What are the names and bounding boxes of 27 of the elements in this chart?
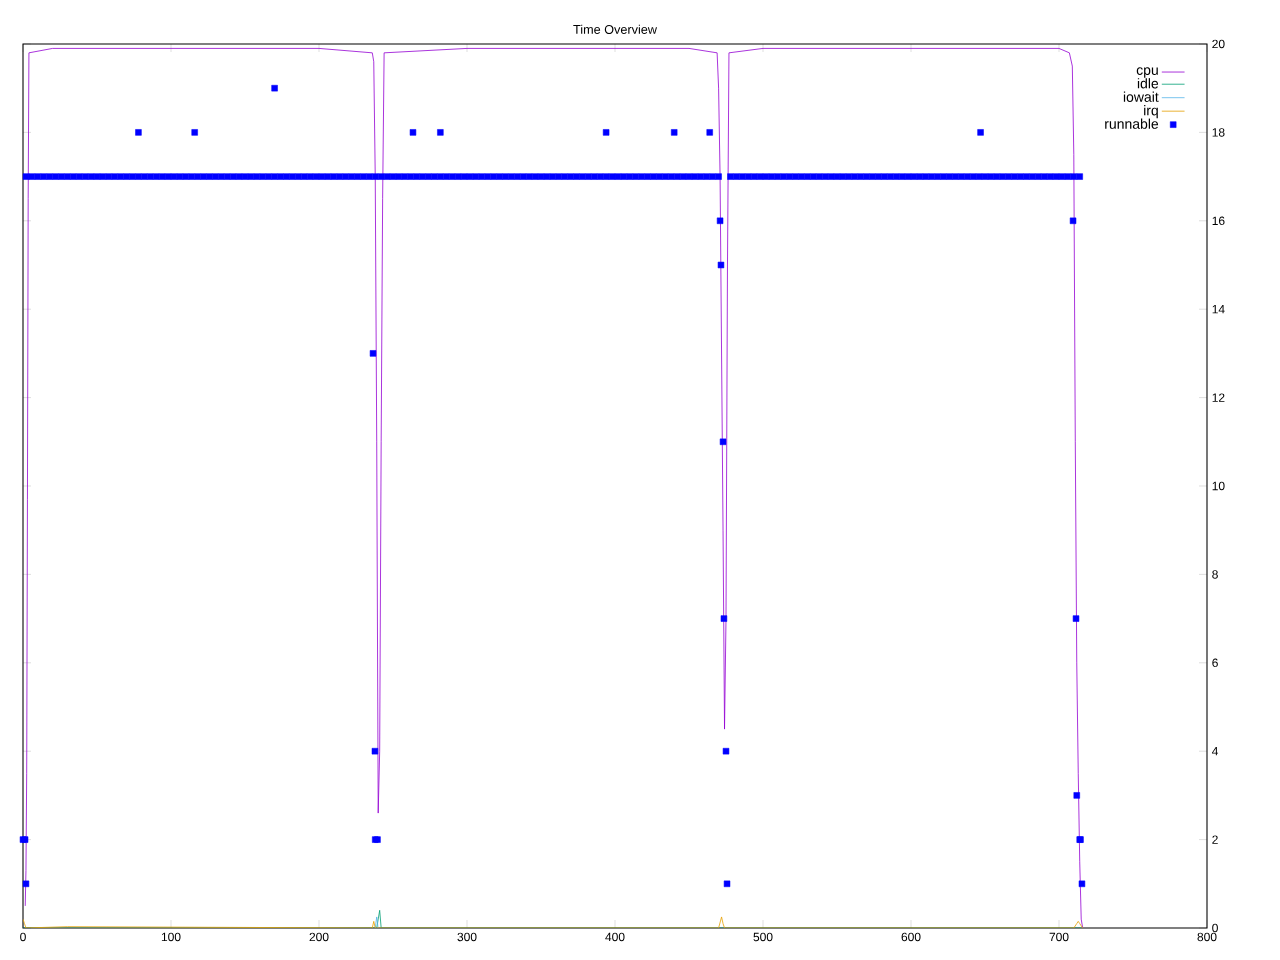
x-tick-label: 300 xyxy=(457,932,477,942)
y-tick-label: 6 xyxy=(1212,658,1218,668)
x-tick-label: 800 xyxy=(1197,932,1217,942)
y-tick-label: 18 xyxy=(1212,128,1225,137)
y-tick-label: 4 xyxy=(1211,747,1219,756)
y-tick-label: 10 xyxy=(1212,481,1225,491)
x-tick-label: 400 xyxy=(605,932,625,942)
y-tick-label: 20 xyxy=(1212,39,1225,49)
y-tick-label: 16 xyxy=(1212,216,1225,226)
x-tick-label: 100 xyxy=(161,932,181,942)
chart-title: Time Overview xyxy=(573,24,658,34)
y-tick-label: 12 xyxy=(1212,393,1225,402)
x-tick-label: 0 xyxy=(20,932,26,942)
legend-label: iowait xyxy=(1123,91,1159,102)
legend-label: idle xyxy=(1137,78,1159,89)
x-tick-label: 200 xyxy=(309,932,329,942)
y-tick-label: 8 xyxy=(1212,570,1218,579)
legend-label: irq xyxy=(1144,105,1158,119)
x-tick-label: 700 xyxy=(1049,932,1069,942)
y-tick-label: 0 xyxy=(1212,923,1218,933)
legend-label: cpu xyxy=(1136,67,1158,78)
legend-label: runnable xyxy=(1105,118,1159,129)
y-tick-label: 14 xyxy=(1212,305,1225,314)
x-tick-label: 500 xyxy=(753,932,773,942)
line-series xyxy=(23,916,1084,928)
x-tick-label: 600 xyxy=(901,932,921,942)
y-tick-label: 2 xyxy=(1212,835,1218,844)
